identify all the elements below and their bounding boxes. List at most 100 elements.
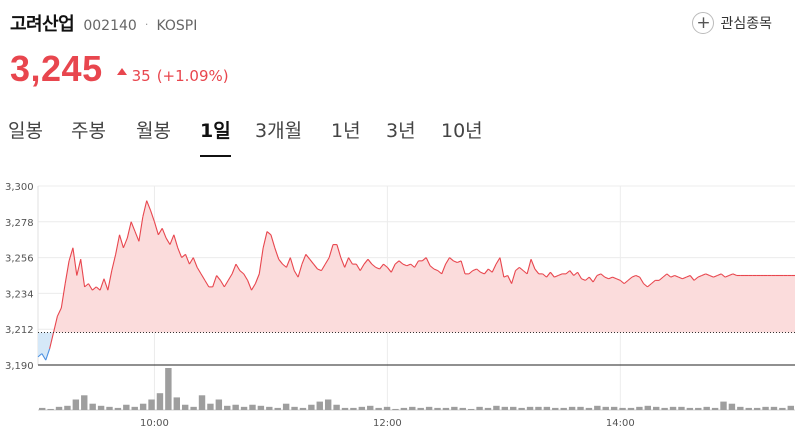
volume-bar (97, 405, 105, 410)
tab-3years[interactable]: 3년 (386, 120, 416, 142)
price-line-segment (251, 283, 256, 291)
volume-bar (47, 408, 54, 410)
price-line-segment (596, 273, 602, 277)
volume-bar (400, 407, 408, 410)
price-line-segment (666, 273, 672, 278)
volume-bar (341, 407, 349, 410)
watchlist-label: 관심종목 (720, 16, 772, 32)
price-line-segment (45, 348, 51, 361)
volume-bar (720, 401, 727, 410)
price-line-segment (115, 234, 121, 255)
price-line-segment (414, 260, 419, 268)
price-line-segment (608, 276, 613, 280)
volume-bar (392, 408, 399, 410)
volume-bar (711, 407, 719, 410)
volume-bar (787, 405, 794, 410)
price-line-segment (60, 283, 66, 309)
price-line-segment (550, 271, 555, 278)
volume-bar (653, 406, 660, 410)
tab-monthly[interactable]: 월봉 (136, 120, 171, 142)
volume-bar (249, 404, 256, 410)
price-line-segment (491, 263, 497, 273)
price-line-segment (600, 273, 606, 278)
price-line-segment (146, 200, 152, 211)
volume-bar (181, 404, 189, 410)
volume-bar (257, 405, 265, 410)
price-line-segment (565, 270, 571, 275)
price-row: 3,245 35 (+1.09%) (10, 48, 229, 90)
tab-3months[interactable]: 3개월 (255, 120, 303, 142)
price-line-segment (278, 258, 283, 265)
volume-bar (409, 406, 416, 410)
price-line-segment (227, 273, 233, 281)
price-line-segment (519, 266, 524, 272)
tab-daily[interactable]: 일봉 (8, 120, 43, 142)
volume-bar (156, 393, 164, 410)
tab-1year[interactable]: 1년 (331, 120, 361, 142)
price-line-segment (247, 280, 253, 291)
price-line-segment (118, 234, 124, 248)
price-line-segment (293, 270, 299, 278)
price-line-segment (196, 267, 202, 275)
price-line-segment (41, 353, 47, 361)
price-line-segment (344, 257, 350, 268)
price-line-segment (511, 270, 517, 284)
y-tick-label: 3,234 (5, 289, 34, 300)
price-line-segment (301, 254, 307, 265)
volume-bar (451, 406, 458, 410)
volume-bar (459, 407, 466, 410)
price-line-segment (130, 221, 136, 232)
price-line-segment (554, 274, 559, 278)
price-line-segment (623, 279, 629, 285)
separator-dot: · (144, 18, 149, 31)
volume-bar (64, 405, 71, 410)
tab-weekly[interactable]: 주봉 (71, 120, 106, 142)
price-line-segment (686, 274, 691, 278)
price-line-segment (534, 268, 540, 275)
price-line-segment (647, 283, 652, 288)
price-line-segment (379, 263, 384, 270)
price-line-segment (662, 273, 668, 278)
price-line-segment (153, 221, 159, 235)
volume-bar (358, 406, 366, 410)
price-line-segment (367, 258, 373, 265)
price-area-fill-down (38, 332, 795, 361)
volume-bar (434, 407, 441, 410)
price-line-segment (592, 275, 598, 283)
x-tick-label: 12:00 (373, 418, 402, 429)
price-line-segment (515, 266, 520, 272)
price-line-segment (192, 257, 198, 268)
market-label: KOSPI (156, 18, 198, 34)
volume-bar (526, 406, 534, 410)
price-line-segment (359, 263, 365, 271)
price-line-segment (639, 276, 645, 284)
volume-bar (139, 403, 147, 410)
price-line-segment (643, 283, 648, 288)
price-line-segment (709, 274, 714, 278)
price-line-segment (449, 257, 454, 262)
add-watchlist-button[interactable]: + 관심종목 (692, 12, 772, 34)
volume-bar (114, 407, 122, 410)
price-line-segment (68, 247, 74, 262)
price-line-segment (421, 257, 427, 262)
price-line-segment (37, 353, 43, 358)
price-line-segment (394, 260, 400, 265)
price-line-segment (437, 270, 443, 275)
price-line-segment (445, 257, 450, 265)
volume-bar (737, 406, 744, 410)
current-price: 3,245 (10, 48, 103, 89)
tab-1day[interactable]: 1일 (200, 116, 231, 157)
volume-bar (661, 407, 668, 410)
volume-bar (543, 406, 551, 410)
volume-bar (131, 406, 138, 410)
volume-bar (753, 407, 761, 410)
price-line-segment (313, 263, 318, 270)
volume-bar (467, 408, 475, 410)
volume-bar (493, 405, 500, 410)
price-line-segment (390, 263, 396, 273)
price-change-percent: (+1.09%) (156, 67, 229, 85)
price-line-segment (720, 273, 726, 278)
tab-10years[interactable]: 10년 (441, 120, 483, 142)
price-line-segment (476, 268, 481, 273)
